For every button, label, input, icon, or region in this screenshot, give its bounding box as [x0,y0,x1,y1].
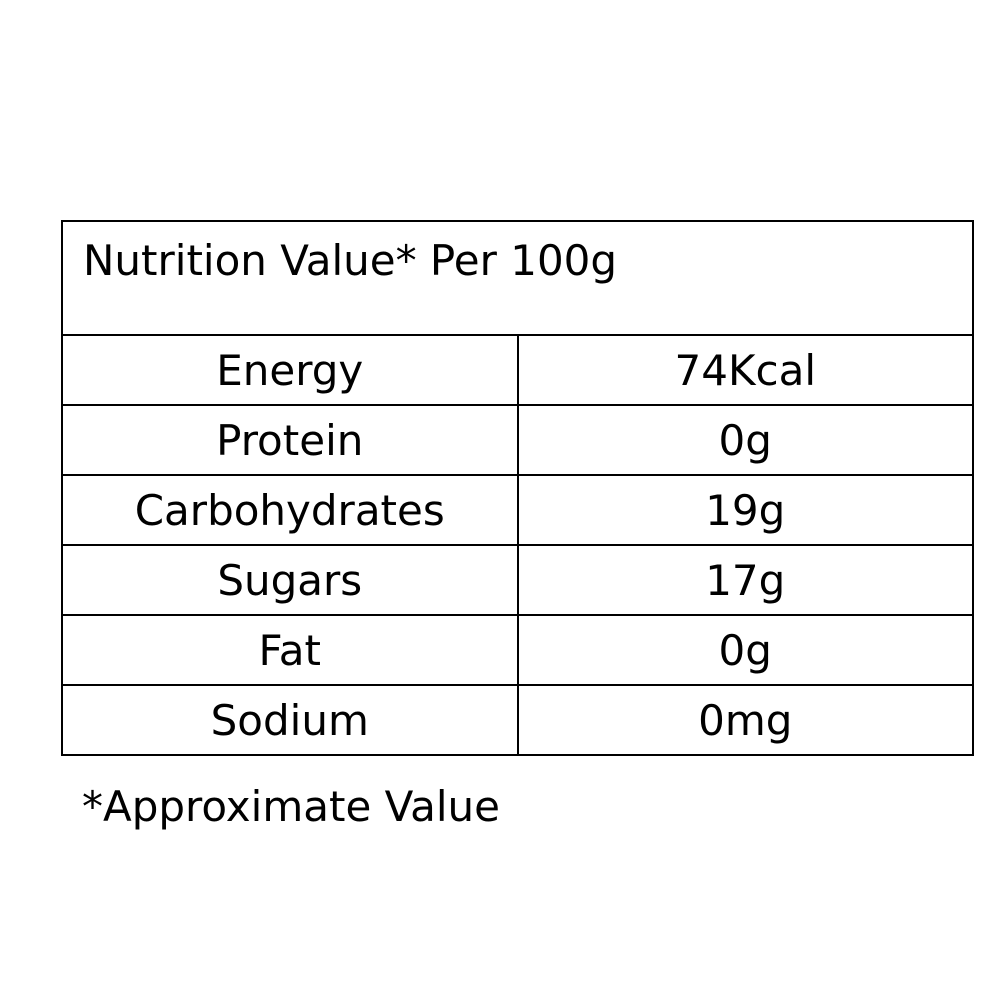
table-row: Carbohydrates 19g [61,474,974,546]
nutrient-amount: 17g [516,544,974,616]
table-row: Sodium 0mg [61,684,974,756]
title-row: Nutrition Value* Per 100g [61,220,974,336]
nutrient-amount: 0g [516,614,974,686]
table-row: Sugars 17g [61,544,974,616]
table-title: Nutrition Value* Per 100g [61,220,974,336]
nutrition-table: Nutrition Value* Per 100g Energy 74Kcal Pr… [61,220,974,756]
footnote: *Approximate Value [82,782,500,831]
table-row: Fat 0g [61,614,974,686]
nutrient-name: Energy [61,334,519,406]
nutrient-amount: 0g [516,404,974,476]
table-row: Protein 0g [61,404,974,476]
nutrient-name: Carbohydrates [61,474,519,546]
nutrient-name: Fat [61,614,519,686]
nutrient-amount: 19g [516,474,974,546]
table-body: Nutrition Value* Per 100g Energy 74Kcal Pr… [61,220,974,756]
nutrient-name: Sodium [61,684,519,756]
nutrient-name: Sugars [61,544,519,616]
nutrient-name: Protein [61,404,519,476]
table-row: Energy 74Kcal [61,334,974,406]
nutrient-amount: 74Kcal [516,334,974,406]
nutrient-amount: 0mg [516,684,974,756]
